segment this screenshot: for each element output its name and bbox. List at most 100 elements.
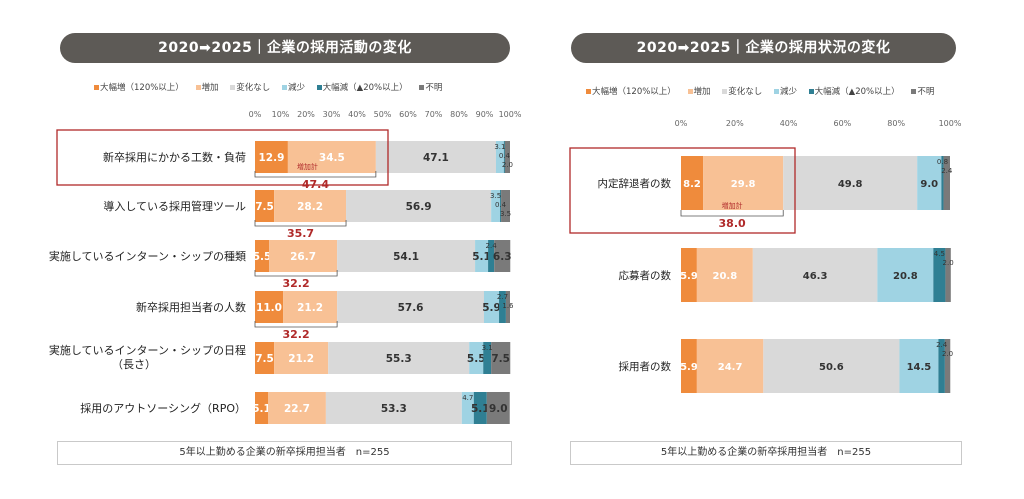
increase-bracket xyxy=(680,210,784,217)
bar-segment xyxy=(283,291,338,323)
highlight-box xyxy=(56,129,389,186)
data-label-small: 3.1 xyxy=(482,344,493,352)
legend-item: 不明 xyxy=(419,81,442,93)
tick-label: 40% xyxy=(780,119,798,128)
bar-segment xyxy=(328,342,470,374)
data-label: 24.7 xyxy=(718,362,743,373)
legend-item: 増加 xyxy=(687,85,711,97)
bar-segment xyxy=(783,156,918,210)
legend-label: 不明 xyxy=(917,87,935,97)
bar-segment xyxy=(255,392,269,424)
increase-total-caption: 増加計 xyxy=(297,162,318,171)
bar-segment xyxy=(503,141,505,173)
legend-item: 大幅減（▲20%以上） xyxy=(808,85,900,97)
increase-bracket xyxy=(254,321,338,328)
category-label: 新卒採用にかかる工数・負荷 xyxy=(103,150,246,164)
data-label: 49.8 xyxy=(838,179,863,190)
data-label: 5.1 xyxy=(472,251,491,263)
data-label: 7.5 xyxy=(255,201,274,213)
tick-label: 0% xyxy=(249,110,262,119)
tick-label: 60% xyxy=(834,119,852,128)
data-label: 20.8 xyxy=(893,271,918,282)
tick-label: 100% xyxy=(939,119,962,128)
bar-segment xyxy=(933,248,946,302)
tick-label: 20% xyxy=(297,110,315,119)
bar-segment xyxy=(483,342,492,374)
data-label: 8.2 xyxy=(683,179,701,190)
data-label: 5.5 xyxy=(253,251,272,263)
bar-segment xyxy=(681,339,697,393)
bar-segment xyxy=(325,392,462,424)
bar-segment xyxy=(475,240,489,272)
tick-label: 90% xyxy=(476,110,494,119)
legend-item: 不明 xyxy=(911,85,934,97)
data-label-small: 0.4 xyxy=(495,201,507,209)
data-label: 9.0 xyxy=(920,179,938,190)
swatch-icon xyxy=(195,85,201,90)
data-label: 20.8 xyxy=(713,271,738,282)
bar-segment xyxy=(917,156,942,210)
bar-segment xyxy=(505,291,510,323)
bar-segment xyxy=(703,156,784,210)
bar-segment xyxy=(938,339,945,393)
tick-label: 40% xyxy=(348,110,366,119)
legend-label: 大幅減（▲20%以上） xyxy=(322,83,408,93)
category-label: （長さ） xyxy=(112,358,156,371)
swatch-icon xyxy=(687,89,693,94)
legend-label: 不明 xyxy=(425,83,443,93)
data-label-small: 2.7 xyxy=(497,293,508,301)
data-label: 22.7 xyxy=(284,403,310,415)
data-label: 50.6 xyxy=(819,362,844,373)
increase-total-label: 32.2 xyxy=(282,328,309,341)
bar-segment xyxy=(944,339,951,393)
data-label: 57.6 xyxy=(398,302,424,314)
data-label: 6.3 xyxy=(493,251,512,263)
category-label: 採用のアウトソーシング（RPO） xyxy=(80,401,246,415)
data-label-small: 1.6 xyxy=(502,302,514,310)
data-label: 11.0 xyxy=(256,302,282,314)
tick-label: 100% xyxy=(499,110,522,119)
category-label: 採用者の数 xyxy=(619,360,672,373)
data-label-small: 3.5 xyxy=(490,192,501,200)
bar-segment xyxy=(752,248,878,302)
legend-item: 変化なし xyxy=(722,85,762,97)
data-label-small: 2.4 xyxy=(486,242,498,250)
legend-item: 大幅増（120%以上） xyxy=(586,85,676,97)
bar-segment xyxy=(877,248,934,302)
bar-segment xyxy=(274,342,329,374)
increase-bracket xyxy=(254,270,338,277)
bar-segment xyxy=(255,141,288,173)
legend-item: 減少 xyxy=(281,81,305,93)
bar-segment xyxy=(269,240,338,272)
data-label: 5.9 xyxy=(680,362,698,373)
bar-segment xyxy=(696,339,764,393)
data-label: 26.7 xyxy=(290,251,316,263)
data-label-small: 0.4 xyxy=(499,152,511,160)
swatch-icon xyxy=(281,85,287,90)
swatch-icon xyxy=(773,89,779,94)
increase-total-caption: 増加計 xyxy=(722,201,743,210)
data-label-small: 2.0 xyxy=(502,161,513,169)
swatch-icon xyxy=(722,89,728,94)
tick-label: 30% xyxy=(323,110,341,119)
bar-segment xyxy=(274,190,347,222)
data-label-small: 3.1 xyxy=(494,143,505,151)
increase-total-label: 32.2 xyxy=(282,277,309,290)
tick-label: 80% xyxy=(887,119,905,128)
increase-bracket xyxy=(254,220,347,227)
data-label: 34.5 xyxy=(319,152,345,164)
data-label: 5.9 xyxy=(680,271,698,282)
bar-segment xyxy=(696,248,753,302)
legend-label: 変化なし xyxy=(728,87,763,97)
right-legend: 大幅増（120%以上） 増加 変化なし 減少 大幅減（▲20%以上） 不明 xyxy=(586,85,943,97)
data-label: 46.3 xyxy=(803,271,828,282)
swatch-icon xyxy=(94,85,99,90)
bar-segment xyxy=(473,392,487,424)
bar-segment xyxy=(943,156,950,210)
data-label: 29.8 xyxy=(731,179,756,190)
legend-label: 大幅減（▲20%以上） xyxy=(814,87,900,97)
data-label: 12.9 xyxy=(258,152,284,164)
data-label-small: 2.4 xyxy=(941,167,953,175)
legend-label: 減少 xyxy=(779,87,797,97)
legend-label: 変化なし xyxy=(236,83,271,93)
